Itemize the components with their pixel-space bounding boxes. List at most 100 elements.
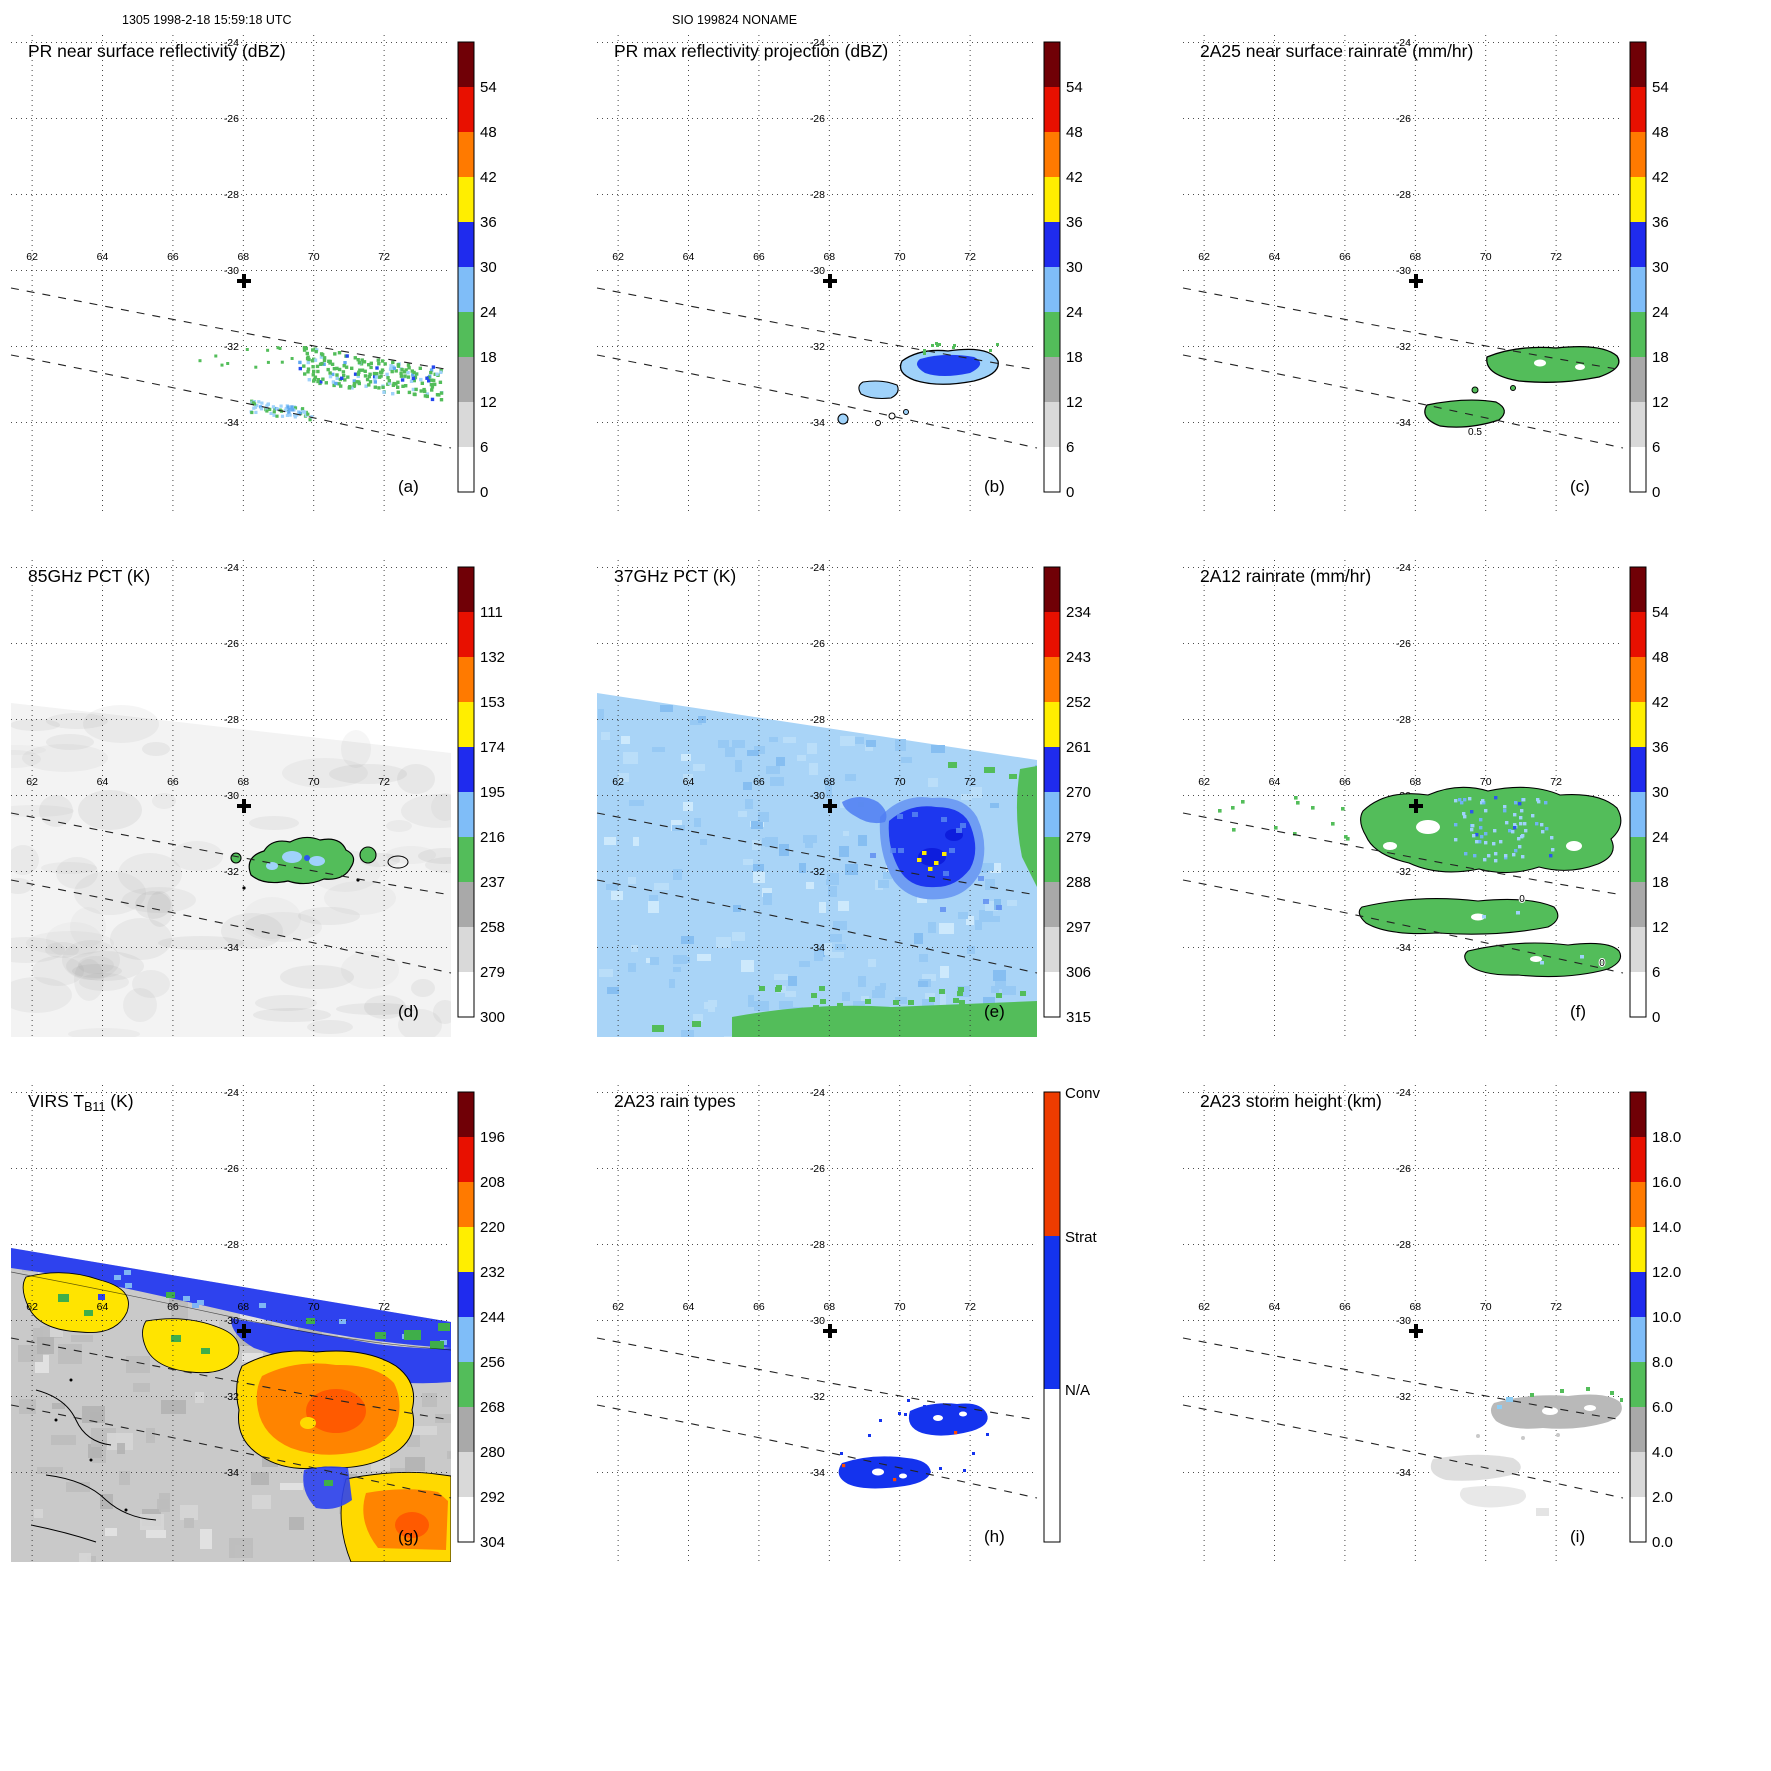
lon-tick-label: 72 xyxy=(1550,1301,1562,1313)
swath-edge-line xyxy=(596,1337,1038,1421)
lat-tick-label: -34 xyxy=(224,417,239,429)
panel-letter: (d) xyxy=(398,1002,419,1021)
lat-tick-label: -34 xyxy=(1396,942,1411,954)
lat-tick-label: -28 xyxy=(224,1239,239,1251)
lon-tick-label: 70 xyxy=(1480,776,1492,788)
lat-tick-label: -24 xyxy=(810,1087,825,1099)
colorbar-tick-label: 304 xyxy=(480,1534,505,1551)
contour-label: 0 xyxy=(1599,958,1605,969)
lat-tick-label: -26 xyxy=(810,638,825,650)
lon-tick-label: 70 xyxy=(308,1301,320,1313)
lon-tick-label: 72 xyxy=(964,251,976,263)
map-data xyxy=(1218,786,1622,978)
lon-tick-label: 70 xyxy=(894,776,906,788)
swath-edge-line xyxy=(10,354,452,449)
colorbar-tick-label: 196 xyxy=(480,1129,505,1146)
lat-tick-label: -26 xyxy=(810,113,825,125)
lon-tick-label: 62 xyxy=(1198,251,1210,263)
map-raster xyxy=(11,1248,451,1562)
lon-tick-label: 62 xyxy=(1198,776,1210,788)
lon-tick-label: 62 xyxy=(612,776,624,788)
lat-tick-label: -28 xyxy=(1396,714,1411,726)
colorbar-tick-label: 300 xyxy=(480,1009,505,1026)
lat-tick-label: -32 xyxy=(1396,341,1411,353)
lon-tick-label: 64 xyxy=(683,776,695,788)
lat-tick-label: -30 xyxy=(1396,1315,1411,1327)
lat-tick-label: -30 xyxy=(810,1315,825,1327)
panel-canvas: 62 64 66 68 70 72 -24 -26 -28 -30 -32 -34 37GHz PCT … xyxy=(596,560,1091,1037)
storm-center-marker xyxy=(1409,799,1423,813)
contour-label: 0 xyxy=(1519,894,1525,905)
lat-tick-label: -28 xyxy=(810,189,825,201)
colorbar-tick-label: 256 xyxy=(480,1354,505,1371)
colorbar-tick-label: 30 xyxy=(1652,784,1669,801)
storm-center-marker xyxy=(237,1324,251,1338)
colorbar-tick-label: 14.0 xyxy=(1652,1219,1681,1236)
lon-tick-label: 68 xyxy=(1409,251,1421,263)
orbit-timestamp: 1305 1998-2-18 15:59:18 UTC xyxy=(122,13,292,27)
colorbar-tick-label: 24 xyxy=(480,304,497,321)
colorbar-tick-label: 0 xyxy=(480,484,488,501)
panel-canvas: 62 64 66 68 70 72 -24 -26 -28 -30 -32 -34 2A23 rain … xyxy=(596,1085,1101,1562)
lat-tick-label: -32 xyxy=(810,866,825,878)
swath-edge-line xyxy=(596,879,1038,974)
panel-letter: (i) xyxy=(1570,1527,1585,1546)
panel-letter: (c) xyxy=(1570,477,1590,496)
colorbar-tick-label: 54 xyxy=(1652,604,1669,621)
colorbar-tick-label: 36 xyxy=(1066,214,1083,231)
storm-center-marker xyxy=(237,274,251,288)
colorbar-tick-label: 6 xyxy=(480,439,488,456)
lat-tick-label: -28 xyxy=(1396,189,1411,201)
map-data xyxy=(838,1399,989,1489)
colorbar-tick-label: 36 xyxy=(1652,214,1669,231)
colorbar-tick-label: 18 xyxy=(1652,349,1669,366)
panel-e: 62 64 66 68 70 72 -24 -26 -28 -30 -32 -34 37GHz PCT … xyxy=(592,555,1178,1060)
panel-i: 62 64 66 68 70 72 -24 -26 -28 -30 -32 -34 2A23 storm… xyxy=(1178,1080,1764,1585)
lon-tick-label: 68 xyxy=(823,251,835,263)
colorbar-tick-label: 0 xyxy=(1652,1009,1660,1026)
colorbar-tick-label: 36 xyxy=(480,214,497,231)
colorbar-tick-label: 174 xyxy=(480,739,505,756)
colorbar: 54 48 42 36 30 24 18 12 6 0 xyxy=(1629,566,1669,1026)
colorbar-category-label: Strat xyxy=(1065,1229,1098,1246)
lon-tick-label: 70 xyxy=(894,1301,906,1313)
lon-tick-label: 70 xyxy=(1480,1301,1492,1313)
panel-c: 62 64 66 68 70 72 -24 -26 -28 -30 -32 -34 2A25 near … xyxy=(1178,30,1764,535)
lat-tick-label: -24 xyxy=(1396,562,1411,574)
panel-title: 2A12 rainrate (mm/hr) xyxy=(1200,566,1371,586)
panel-title: 2A25 near surface rainrate (mm/hr) xyxy=(1200,41,1473,61)
lat-tick-label: -32 xyxy=(224,1391,239,1403)
colorbar-tick-label: 6 xyxy=(1066,439,1074,456)
lon-tick-label: 64 xyxy=(683,251,695,263)
colorbar-tick-label: 42 xyxy=(1652,694,1669,711)
colorbar-tick-label: 36 xyxy=(1652,739,1669,756)
lon-tick-label: 70 xyxy=(308,251,320,263)
colorbar-tick-label: 12 xyxy=(1652,919,1669,936)
lon-tick-label: 62 xyxy=(26,776,38,788)
figure-header: 1305 1998-2-18 15:59:18 UTC SIO 199824 N… xyxy=(0,13,1771,31)
storm-center-marker xyxy=(1409,1324,1423,1338)
storm-center-marker xyxy=(823,1324,837,1338)
colorbar-tick-label: 268 xyxy=(480,1399,505,1416)
map-data xyxy=(198,346,444,422)
panel-letter: (h) xyxy=(984,1527,1005,1546)
lat-tick-label: -30 xyxy=(224,1315,239,1327)
colorbar-tick-label: 48 xyxy=(1652,124,1669,141)
storm-center-marker xyxy=(1409,274,1423,288)
lon-tick-label: 72 xyxy=(1550,251,1562,263)
colorbar-tick-label: 0 xyxy=(1066,484,1074,501)
lon-tick-label: 62 xyxy=(26,251,38,263)
lon-tick-label: 70 xyxy=(894,251,906,263)
storm-center-marker xyxy=(823,274,837,288)
colorbar-tick-label: 237 xyxy=(480,874,505,891)
swath-edge-line xyxy=(1182,287,1624,371)
map-raster xyxy=(597,693,1037,1037)
colorbar-tick-label: 252 xyxy=(1066,694,1091,711)
lon-tick-label: 68 xyxy=(823,776,835,788)
lon-tick-label: 66 xyxy=(1339,251,1351,263)
